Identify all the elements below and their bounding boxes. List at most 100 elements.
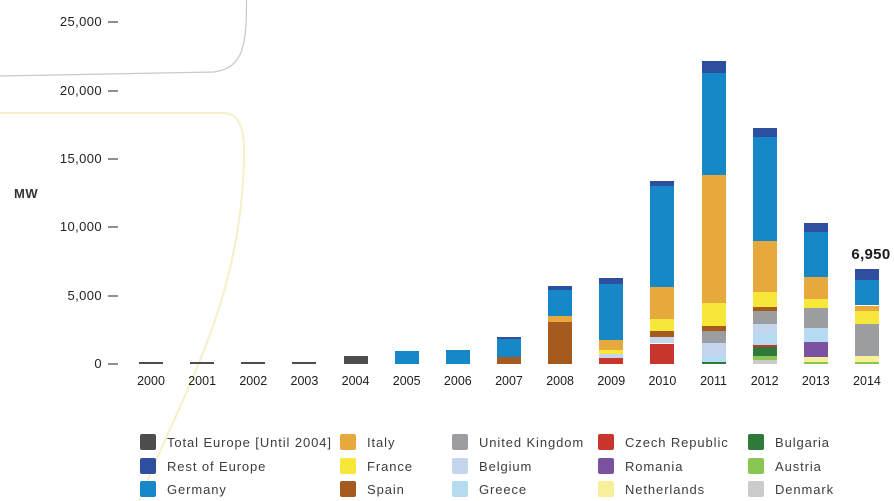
bar-segment-2011-spain (701, 326, 726, 331)
bar-segment-2010-germany (650, 185, 675, 287)
value-annotation-2014: 6,950 (851, 246, 891, 264)
y-tick-mark (108, 226, 118, 229)
bar-segment-2009-belgium (599, 354, 624, 359)
legend-swatch (340, 457, 356, 474)
bar-segment-2011-germany (701, 72, 726, 176)
bar-segment-2014-netherlands (854, 356, 879, 362)
y-tick-label: 10,000 (59, 219, 102, 235)
bar-segment-2004-total-europe-until (343, 356, 368, 364)
legend-label: Greece (479, 482, 528, 497)
bar-segment-2000-total-europe-until (139, 362, 163, 364)
bar-segment-2011-rest-of-europe (701, 60, 726, 73)
y-tick-label: 15,000 (59, 151, 102, 166)
bar-segment-2012-rest-of-europe (752, 127, 777, 138)
bar-segment-2013-italy (803, 277, 828, 300)
bar-segment-2007-rest-of-europe (496, 336, 521, 339)
legend-swatch (598, 457, 614, 474)
bar-segment-2011-greece (701, 355, 726, 362)
bar-segment-2014-italy (854, 305, 879, 311)
bar-segment-2010-italy (650, 286, 675, 319)
y-tick-label: 0 (94, 356, 102, 371)
legend-swatch (748, 434, 764, 450)
bar-segment-2007-spain (496, 357, 521, 364)
bar-segment-2012-denmark (752, 359, 777, 364)
x-axis-label: 2001 (188, 374, 217, 388)
legend-swatch (598, 434, 614, 450)
legend-label: France (367, 458, 413, 474)
bar-segment-2012-belgium (752, 323, 777, 333)
bar-segment-2010-spain (650, 331, 675, 337)
legend-label: Romania (625, 458, 684, 474)
x-axis-label: 2000 (137, 374, 165, 388)
bar-segment-2003-total-europe-until (292, 361, 317, 364)
bar-segment-2009-czech-republic (599, 358, 624, 364)
bar-segment-2002-total-europe-until (241, 362, 266, 364)
bar-segment-2014-austria (854, 361, 879, 364)
legend-label: Bulgaria (775, 435, 830, 450)
legend-swatch (748, 481, 764, 497)
bar-segment-2009-italy (599, 339, 624, 351)
legend-label: Austria (775, 458, 822, 474)
legend-swatch (452, 457, 468, 474)
x-axis-label: 2010 (648, 374, 677, 388)
bar-segment-2012-greece (752, 332, 777, 346)
legend-label: Total Europe [Until 2004] (167, 435, 332, 450)
x-axis-label: 2009 (597, 374, 626, 388)
bar-segment-2008-italy (548, 316, 573, 322)
y-tick-label: 25,000 (59, 14, 102, 30)
legend-label: Germany (167, 482, 227, 497)
bar-segment-2013-united-kingdom (803, 307, 828, 328)
x-axis-label: 2007 (495, 374, 523, 388)
bar-segment-2014-rest-of-europe (854, 269, 879, 280)
bar-segment-2013-greece (803, 327, 828, 342)
legend-label: Netherlands (625, 482, 705, 497)
bar-segment-2011-belgium (701, 342, 726, 356)
legend-swatch (340, 481, 356, 497)
x-axis-label: 2005 (392, 374, 421, 388)
x-axis-label: 2002 (239, 374, 268, 388)
gray-arc-decoration (0, 0, 248, 77)
legend-swatch (452, 481, 468, 497)
bar-segment-2008-spain (548, 321, 573, 364)
bar-segment-2010-belgium (650, 336, 675, 344)
bar-segment-2012-spain (752, 306, 777, 311)
x-axis-label: 2006 (443, 374, 472, 388)
legend-label: Denmark (775, 482, 835, 497)
bar-segment-2014-germany (854, 279, 879, 306)
bar-segment-2012-bulgaria (752, 346, 777, 357)
bar-segment-2013-netherlands (803, 357, 828, 362)
bar-segment-2009-germany (599, 283, 624, 340)
legend-swatch (598, 481, 614, 497)
bar-segment-2001-total-europe-until (190, 362, 215, 364)
legend-swatch (140, 434, 156, 450)
x-axis-label: 2014 (853, 374, 881, 388)
y-tick-mark (108, 89, 118, 92)
y-tick-mark (108, 158, 118, 160)
x-axis-label: 2008 (546, 374, 575, 388)
bar-segment-2012-austria (752, 356, 777, 360)
bar-segment-2013-rest-of-europe (803, 223, 828, 233)
y-axis-title: MW (14, 186, 39, 201)
bar-segment-2010-czech-republic (650, 343, 675, 364)
bar-segment-2013-germany (803, 232, 828, 278)
y-tick-mark (108, 294, 118, 297)
yellow-arc-decoration (0, 112, 246, 501)
bar-segment-2012-united-kingdom (752, 310, 777, 324)
bar-segment-2014-united-kingdom (854, 323, 879, 357)
x-axis-label: 2013 (801, 374, 830, 388)
bar-segment-2013-france (803, 299, 828, 308)
bar-segment-2014-france (854, 310, 879, 324)
bar-segment-2005-germany (394, 351, 419, 364)
bar-segment-2006-germany (445, 350, 470, 364)
bar-segment-2008-rest-of-europe (548, 286, 573, 290)
y-tick-label: 5,000 (67, 287, 102, 303)
bar-segment-2012-czech-republic (752, 345, 777, 347)
bar-segment-2011-italy (701, 175, 726, 303)
bar-segment-2009-rest-of-europe (599, 277, 624, 284)
y-tick-mark (108, 363, 118, 365)
legend-label: Italy (367, 435, 396, 450)
bar-segment-2008-germany (548, 289, 573, 317)
y-tick-label: 20,000 (59, 82, 102, 98)
legend-swatch (452, 434, 468, 450)
